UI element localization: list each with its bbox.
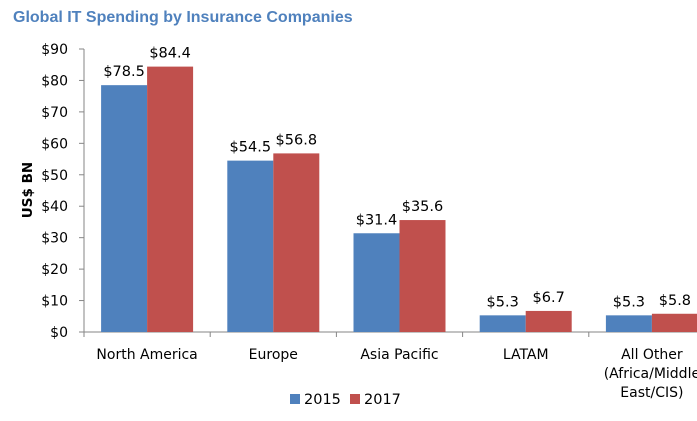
y-axis-label-group: US$ BN — [20, 162, 36, 218]
y-axis-label: US$ BN — [20, 162, 36, 218]
bar-2015 — [353, 233, 400, 332]
x-tick-labels: North America Europe Asia Pacific LATAM All … — [96, 347, 697, 401]
bar-2015 — [479, 315, 526, 332]
y-tick-label: $0 — [50, 325, 68, 341]
data-label-2015: $31.4 — [356, 212, 398, 228]
chart-title: Global IT Spending by Insurance Companie… — [13, 9, 353, 26]
data-label-2015: $5.3 — [487, 294, 519, 310]
y-tick-label: $50 — [41, 168, 68, 184]
y-tick-label: $40 — [41, 199, 68, 215]
x-tick-label: East/CIS) — [620, 385, 683, 401]
data-label-2015: $5.3 — [613, 294, 645, 310]
y-ticks: $0 $10 $20 $30 $40 $50 $60 $70 $80 $90 — [41, 42, 68, 341]
data-label-2015: $78.5 — [103, 64, 145, 80]
bar-2017 — [147, 66, 194, 332]
x-tick-label: Asia Pacific — [360, 347, 438, 363]
data-label-2017: $5.8 — [659, 293, 691, 309]
y-tick-label: $20 — [41, 262, 68, 278]
legend-label-2015: 2015 — [304, 392, 341, 408]
x-tick-label: Europe — [249, 347, 298, 363]
data-label-2017: $56.8 — [276, 132, 318, 148]
data-label-2017: $35.6 — [402, 199, 444, 215]
bar-2015 — [101, 85, 148, 333]
data-label-2015: $54.5 — [230, 140, 272, 156]
bar-2017 — [651, 313, 697, 332]
y-tick-label: $30 — [41, 231, 68, 247]
y-tick-label: $80 — [41, 73, 68, 89]
data-labels: $78.5$84.4 $54.5 $56.8 $31.4$35.6 $5.3 $6.7 $5… — [103, 46, 691, 311]
legend-swatch-2017 — [350, 394, 360, 404]
legend-label-2017: 2017 — [364, 392, 401, 408]
x-tick-label: LATAM — [503, 347, 549, 363]
y-tick-label: $90 — [41, 42, 68, 58]
y-tick-label: $10 — [41, 294, 68, 310]
y-tick-label: $60 — [41, 136, 68, 152]
bar-2017 — [525, 310, 572, 332]
legend: 2015 2017 — [290, 392, 401, 408]
data-label-2017: $6.7 — [533, 290, 565, 306]
bar-2017 — [399, 220, 446, 332]
bar-2015 — [605, 315, 652, 332]
data-label-2017: $84.4 — [149, 46, 191, 62]
bar-2017 — [273, 153, 320, 332]
x-tick-label: North America — [96, 347, 197, 363]
bar-2015 — [227, 160, 274, 332]
y-tick-label: $70 — [41, 105, 68, 121]
legend-swatch-2015 — [290, 394, 300, 404]
bars — [101, 66, 697, 333]
x-tick-label: (Africa/Middle — [604, 366, 697, 382]
x-tick-label: All Other — [621, 347, 683, 363]
